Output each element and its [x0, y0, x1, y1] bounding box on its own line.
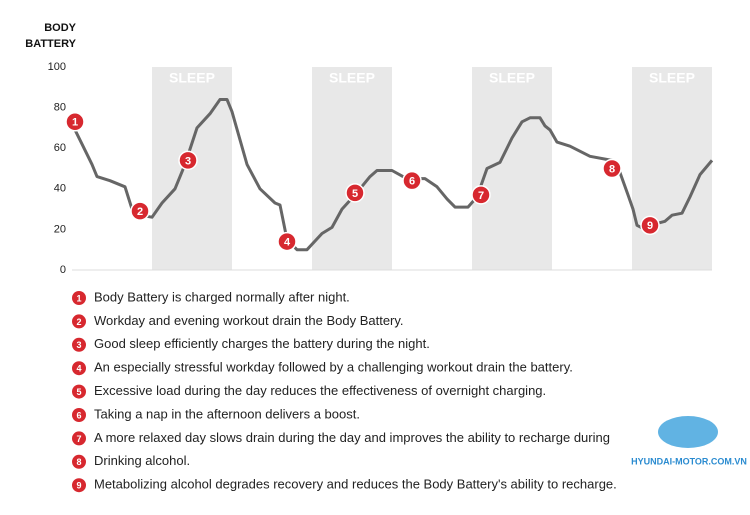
battery-line — [70, 98, 714, 252]
annotation-number: 3 — [185, 155, 191, 167]
annotation-marker — [402, 170, 422, 191]
note-number: 1 — [76, 293, 81, 303]
note-badge — [72, 337, 86, 352]
note-badge — [72, 291, 86, 305]
note-text: Good sleep efficiently charges the batte… — [94, 336, 430, 351]
sleep-band — [632, 67, 712, 270]
note-number: 7 — [76, 434, 81, 444]
note-text: Excessive load during the day reduces th… — [94, 383, 546, 398]
annotation-marker — [602, 158, 622, 179]
note-number: 8 — [76, 457, 81, 467]
note-badge — [72, 314, 86, 329]
annotation-marker — [640, 215, 660, 236]
annotation-marker — [130, 201, 150, 221]
sleep-label: SLEEP — [649, 70, 695, 86]
annotation-number: 9 — [647, 220, 653, 232]
y-tick-label: 100 — [48, 61, 66, 73]
annotation-marker — [65, 112, 85, 132]
note-number: 9 — [76, 481, 81, 491]
note-number: 6 — [76, 410, 81, 420]
note-text: Metabolizing alcohol degrades recovery a… — [94, 477, 617, 492]
sleep-label: SLEEP — [329, 70, 375, 86]
watermark-logo — [658, 416, 718, 448]
note-text: A more relaxed day slows drain during th… — [94, 430, 610, 445]
y-tick-label: 40 — [54, 183, 66, 195]
annotation-number: 8 — [609, 163, 615, 175]
sleep-band — [312, 67, 392, 270]
annotation-number: 4 — [284, 236, 291, 248]
watermark-text: HYUNDAI-MOTOR.COM.VN — [631, 456, 747, 466]
sleep-band — [472, 67, 552, 270]
note-text: Taking a nap in the afternoon delivers a… — [94, 406, 360, 421]
note-number: 2 — [76, 317, 81, 327]
y-axis-label: BODY BATTERY — [25, 22, 76, 50]
annotation-number: 6 — [409, 176, 415, 188]
note-badge — [72, 478, 86, 493]
annotation-number: 1 — [72, 117, 78, 129]
sleep-label: SLEEP — [169, 70, 215, 86]
y-tick-label: 80 — [54, 102, 66, 114]
annotation-marker — [178, 150, 198, 171]
annotation-marker — [277, 231, 297, 252]
annotation-number: 2 — [137, 206, 143, 218]
note-badge — [72, 361, 86, 376]
note-text: Workday and evening workout drain the Bo… — [94, 313, 404, 328]
note-badge — [72, 408, 86, 422]
note-badge — [72, 384, 86, 399]
note-number: 4 — [76, 364, 81, 374]
y-tick-label: 0 — [60, 264, 66, 276]
annotation-marker — [345, 183, 365, 203]
note-number: 3 — [76, 340, 81, 350]
note-text: Body Battery is charged normally after n… — [94, 289, 350, 304]
note-text: An especially stressful workday followed… — [94, 360, 573, 375]
annotation-marker — [471, 185, 491, 205]
note-badge — [72, 454, 86, 469]
annotation-number: 5 — [352, 188, 358, 200]
note-text: Drinking alcohol. — [94, 453, 190, 468]
note-number: 5 — [76, 387, 81, 397]
annotation-number: 7 — [478, 190, 484, 202]
sleep-label: SLEEP — [489, 70, 535, 86]
y-tick-label: 60 — [54, 142, 66, 154]
note-badge — [72, 431, 86, 446]
y-tick-label: 20 — [54, 223, 66, 235]
